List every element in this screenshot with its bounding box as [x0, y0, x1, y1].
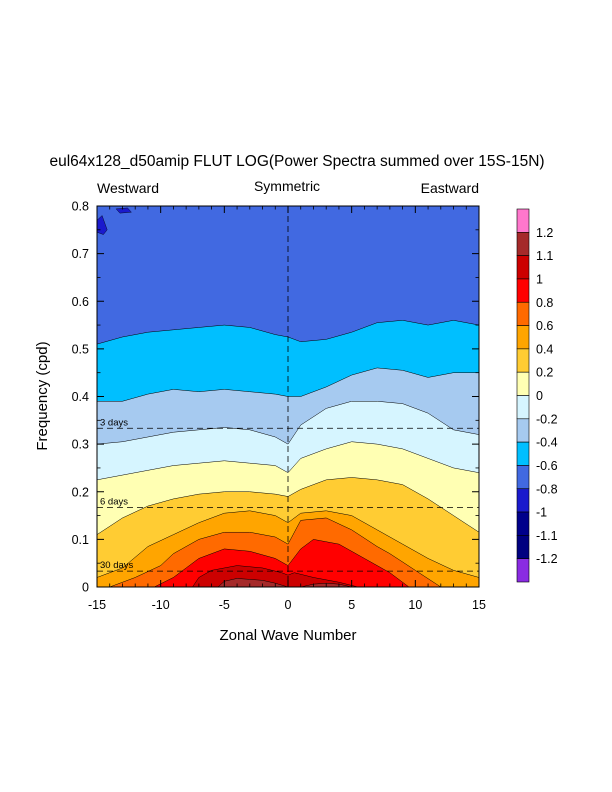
contour-line--0.4-2	[96, 401, 480, 445]
y-axis: 0 0.1 0.2 0.3 0.4 0.5 0.6 0.7 0.8	[72, 200, 479, 595]
x-tick-label-2: -5	[219, 598, 230, 612]
colorbar-label-6: 0.2	[536, 366, 553, 380]
colorbar-label-4: 0.6	[536, 319, 553, 333]
colorbar-swatch-4	[516, 301, 530, 326]
subtitle-westward: Westward	[97, 180, 159, 196]
colorbar-label-7: 0	[536, 389, 543, 403]
colorbar-swatch-12	[516, 488, 530, 513]
y-axis-label: Frequency (cpd)	[34, 341, 51, 450]
x-tick-label-3: 0	[285, 598, 292, 612]
y-tick-label-7: 0.7	[72, 247, 89, 261]
x-tick-label-6: 15	[472, 598, 486, 612]
colorbar-label-10: -0.6	[536, 459, 558, 473]
colorbar-label-9: -0.4	[536, 436, 558, 450]
colorbar-label-2: 1	[536, 272, 543, 286]
subtitle-symmetric: Symmetric	[254, 178, 320, 194]
colorbar-swatch-3	[516, 278, 530, 303]
colorbar-label-14: -1.2	[536, 552, 558, 566]
colorbar-label-8: -0.2	[536, 412, 558, 426]
colorbar-label-11: -0.8	[536, 482, 558, 496]
contour-line-0.4-6	[109, 517, 441, 588]
ref-label-1: 6 days	[100, 497, 128, 508]
colorbar-label-1: 1.1	[536, 249, 553, 263]
x-tick-label-4: 5	[348, 598, 355, 612]
y-tick-label-1: 0.1	[72, 533, 89, 547]
y-tick-label-3: 0.3	[72, 438, 89, 452]
colorbar-swatch-9	[516, 418, 530, 443]
y-tick-label-0: 0	[82, 581, 89, 595]
x-axis-label: Zonal Wave Number	[220, 627, 357, 644]
colorbar-swatch-13	[516, 511, 530, 536]
chart-title: eul64x128_d50amip FLUT LOG(Power Spectra…	[49, 153, 544, 170]
colorbar-swatch-15	[516, 558, 530, 583]
contour-line-0.6-7	[154, 539, 410, 588]
low-blob-region-2	[115, 207, 132, 214]
colorbar-swatch-8	[516, 395, 530, 420]
colorbar-label-3: 0.8	[536, 296, 553, 310]
colorbar-label-12: -1	[536, 506, 547, 520]
colorbar-swatch-0	[516, 208, 530, 233]
colorbar-label-5: 0.4	[536, 342, 553, 356]
y-tick-label-8: 0.8	[72, 200, 89, 214]
colorbar-swatch-14	[516, 535, 530, 559]
x-tick-label-5: 10	[408, 598, 422, 612]
y-tick-label-5: 0.5	[72, 342, 89, 356]
y-tick-label-2: 0.2	[72, 485, 89, 499]
contour-line-1-10	[300, 582, 352, 588]
colorbar-swatch-1	[516, 232, 530, 256]
subtitle-eastward: Eastward	[421, 180, 479, 196]
x-tick-label-1: -10	[152, 598, 170, 612]
colorbar-label-13: -1.1	[536, 529, 558, 543]
ref-label-2: 30 days	[100, 560, 134, 571]
contour-fill-1-9	[217, 578, 288, 587]
colorbar-swatch-11	[516, 465, 530, 490]
colorbar-swatch-7	[516, 371, 530, 396]
colorbar-swatch-2	[516, 255, 530, 280]
colorbar: 1.2 1.1 1 0.8 0.6 0.4 0.2 0 -0.2 -0.4 -0.6 -0.8 -1 -1…	[516, 208, 558, 583]
y-tick-label-4: 0.4	[72, 390, 89, 404]
contour-line-0.8-8	[192, 565, 359, 588]
y-tick-label-6: 0.6	[72, 295, 89, 309]
colorbar-swatch-10	[516, 441, 530, 466]
reference-lines: 3 days 6 days 30 days	[97, 206, 479, 587]
contour-fills	[97, 206, 479, 587]
x-axis: -15 -10 -5 0 5 10 15	[88, 206, 486, 612]
ref-label-0: 3 days	[100, 417, 128, 428]
contour-line--0.2-3	[96, 441, 480, 481]
colorbar-swatch-6	[516, 348, 530, 373]
contour-line-0.2-5	[96, 510, 480, 578]
colorbar-label-0: 1.2	[536, 226, 553, 240]
colorbar-swatch-5	[516, 325, 530, 350]
x-tick-label-0: -15	[88, 598, 106, 612]
